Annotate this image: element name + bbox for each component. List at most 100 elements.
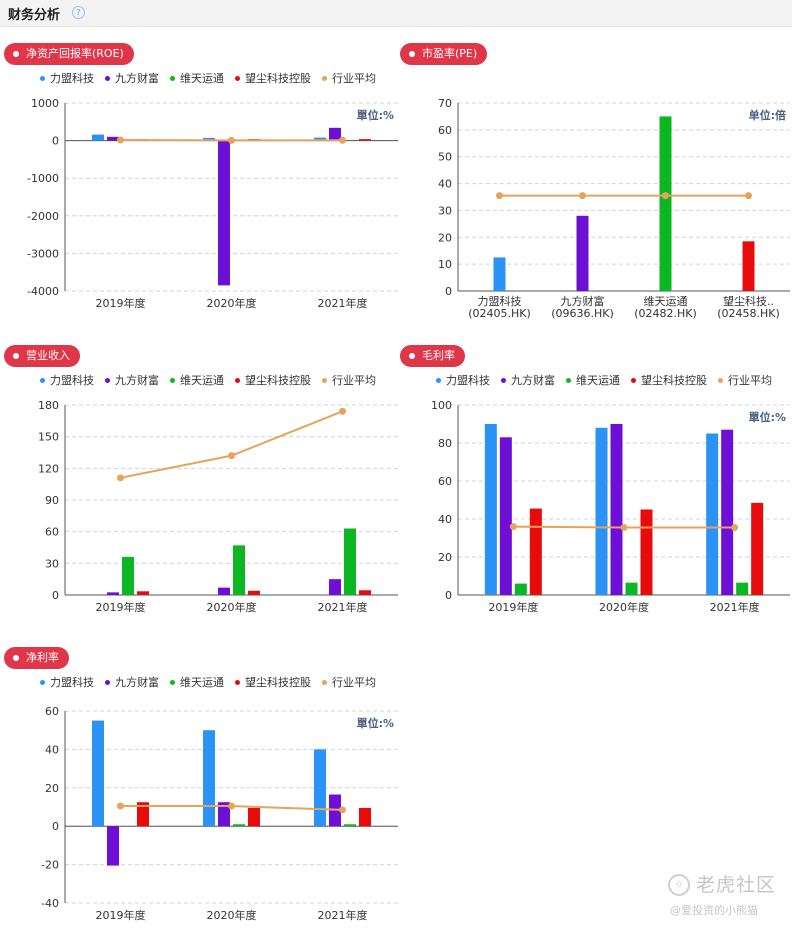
chart-svg: 1000 0 -1000 -2000 -3000 -4000 單位:% 2019年度 2020年… [27,97,398,310]
legend-item[interactable]: 力盟科技 [436,372,490,388]
section-header: 财务分析 ? [0,0,792,27]
y-tick-label: 40 [438,513,452,526]
legend-item[interactable]: 维天运通 [170,372,224,388]
legend-item[interactable]: 力盟科技 [40,372,94,388]
legend-item[interactable]: 行业平均 [322,70,376,86]
legend-item[interactable]: 望尘科技控股 [631,372,707,388]
average-point [339,806,346,814]
bar [736,582,749,595]
legend-label: 九方财富 [511,374,555,387]
chart-legend: 力盟科技 九方财富 维天运通 望尘科技控股 行业平均 [40,372,387,388]
chart-legend: 力盟科技 九方财富 维天运通 望尘科技控股 行业平均 [40,70,387,86]
legend-item[interactable]: 行业平均 [322,372,376,388]
bar [329,579,341,595]
panel-title-tag: 净资产回报率(ROE) [4,43,134,65]
x-tick-label: 九方财富 [561,294,605,308]
bar [203,137,215,141]
bar [248,590,260,595]
legend-item[interactable]: 维天运通 [170,70,224,86]
panel-title-tag: 净利率 [4,647,69,669]
y-tick-label: 30 [45,557,59,570]
legend-marker [235,377,240,383]
watermark: ☼ 老虎社区 @爱投资的小熊猫 [668,870,792,920]
average-point [745,192,752,200]
chart-panel-revenue: 营业收入 力盟科技 九方财富 维天运通 望尘科技控股 行业平均 180 150 120 90 6… [0,345,400,615]
unit-label: 单位:倍 [749,108,786,122]
legend-label: 行业平均 [332,72,376,85]
legend-item[interactable]: 九方财富 [105,372,159,388]
legend-item[interactable]: 望尘科技控股 [235,70,311,86]
bar [493,257,506,291]
x-tick-label: 2019年度 [488,600,538,614]
y-tick-label: 180 [38,399,59,412]
y-tick-label: -3000 [27,247,59,260]
unit-label: 單位:% [749,410,786,424]
y-tick-label: 90 [45,494,59,507]
legend-item[interactable]: 望尘科技控股 [235,674,311,690]
legend-label: 望尘科技控股 [245,374,311,387]
tiger-logo-icon: ☼ [668,874,690,896]
watermark-user: @爱投资的小熊猫 [670,904,758,917]
bar [751,502,764,595]
legend-item[interactable]: 行业平均 [322,674,376,690]
legend-label: 九方财富 [115,72,159,85]
y-tick-label: 0 [52,589,59,602]
y-tick-label: 0 [52,820,59,833]
legend-marker [566,377,571,383]
legend-label: 力盟科技 [50,374,94,387]
legend-item[interactable]: 力盟科技 [40,674,94,690]
question-circle-icon[interactable]: ? [72,6,85,19]
legend-item[interactable]: 行业平均 [718,372,772,388]
legend-item[interactable]: 力盟科技 [40,70,94,86]
unit-label: 單位:% [357,716,394,730]
chart-panel-roe: 净资产回报率(ROE) 力盟科技 九方财富 维天运通 望尘科技控股 行业平均 1000 0… [0,43,400,313]
bar [203,730,215,827]
x-tick-label: (09636.HK) [551,307,614,320]
panel-title: 毛利率 [422,349,455,362]
legend-item[interactable]: 维天运通 [170,674,224,690]
y-tick-label: 10 [438,258,452,271]
x-tick-label: 2020年度 [599,600,649,614]
y-tick-label: 0 [445,285,452,298]
panel-title-tag: 市盈率(PE) [400,43,488,65]
bar [659,116,672,291]
bar [233,824,245,827]
legend-item[interactable]: 九方财富 [105,674,159,690]
bar [218,802,230,827]
average-point [339,407,346,415]
legend-label: 力盟科技 [446,374,490,387]
legend-item[interactable]: 九方财富 [105,70,159,86]
panel-title: 净利率 [26,651,59,664]
bar [514,583,527,595]
bar [640,509,653,595]
y-tick-label: 1000 [31,97,59,110]
legend-marker [40,679,45,685]
bar [742,241,755,291]
legend-label: 维天运通 [180,374,224,387]
x-tick-label: 2020年度 [207,600,257,614]
chart-legend: 力盟科技 九方财富 维天运通 望尘科技控股 行业平均 [40,674,387,690]
bar [107,826,119,866]
legend-label: 行业平均 [332,374,376,387]
legend-item[interactable]: 维天运通 [566,372,620,388]
y-tick-label: 20 [438,231,452,244]
legend-marker [501,377,506,383]
average-line [120,410,343,479]
unit-label: 單位:% [357,108,394,122]
panel-title-tag: 营业收入 [4,345,80,367]
x-tick-label: 2021年度 [318,296,368,310]
y-tick-label: -20 [41,859,59,872]
y-tick-label: -1000 [27,172,59,185]
average-point [662,192,669,200]
legend-item[interactable]: 九方财富 [501,372,555,388]
x-tick-label: 2021年度 [318,908,368,922]
average-point [579,192,586,200]
average-point [620,524,628,532]
legend-item[interactable]: 望尘科技控股 [235,372,311,388]
legend-label: 九方财富 [115,374,159,387]
y-tick-label: 20 [438,551,452,564]
x-tick-label: (02482.HK) [634,307,697,320]
y-tick-label: 150 [38,431,59,444]
average-point [228,136,235,144]
y-tick-label: 40 [45,743,59,756]
